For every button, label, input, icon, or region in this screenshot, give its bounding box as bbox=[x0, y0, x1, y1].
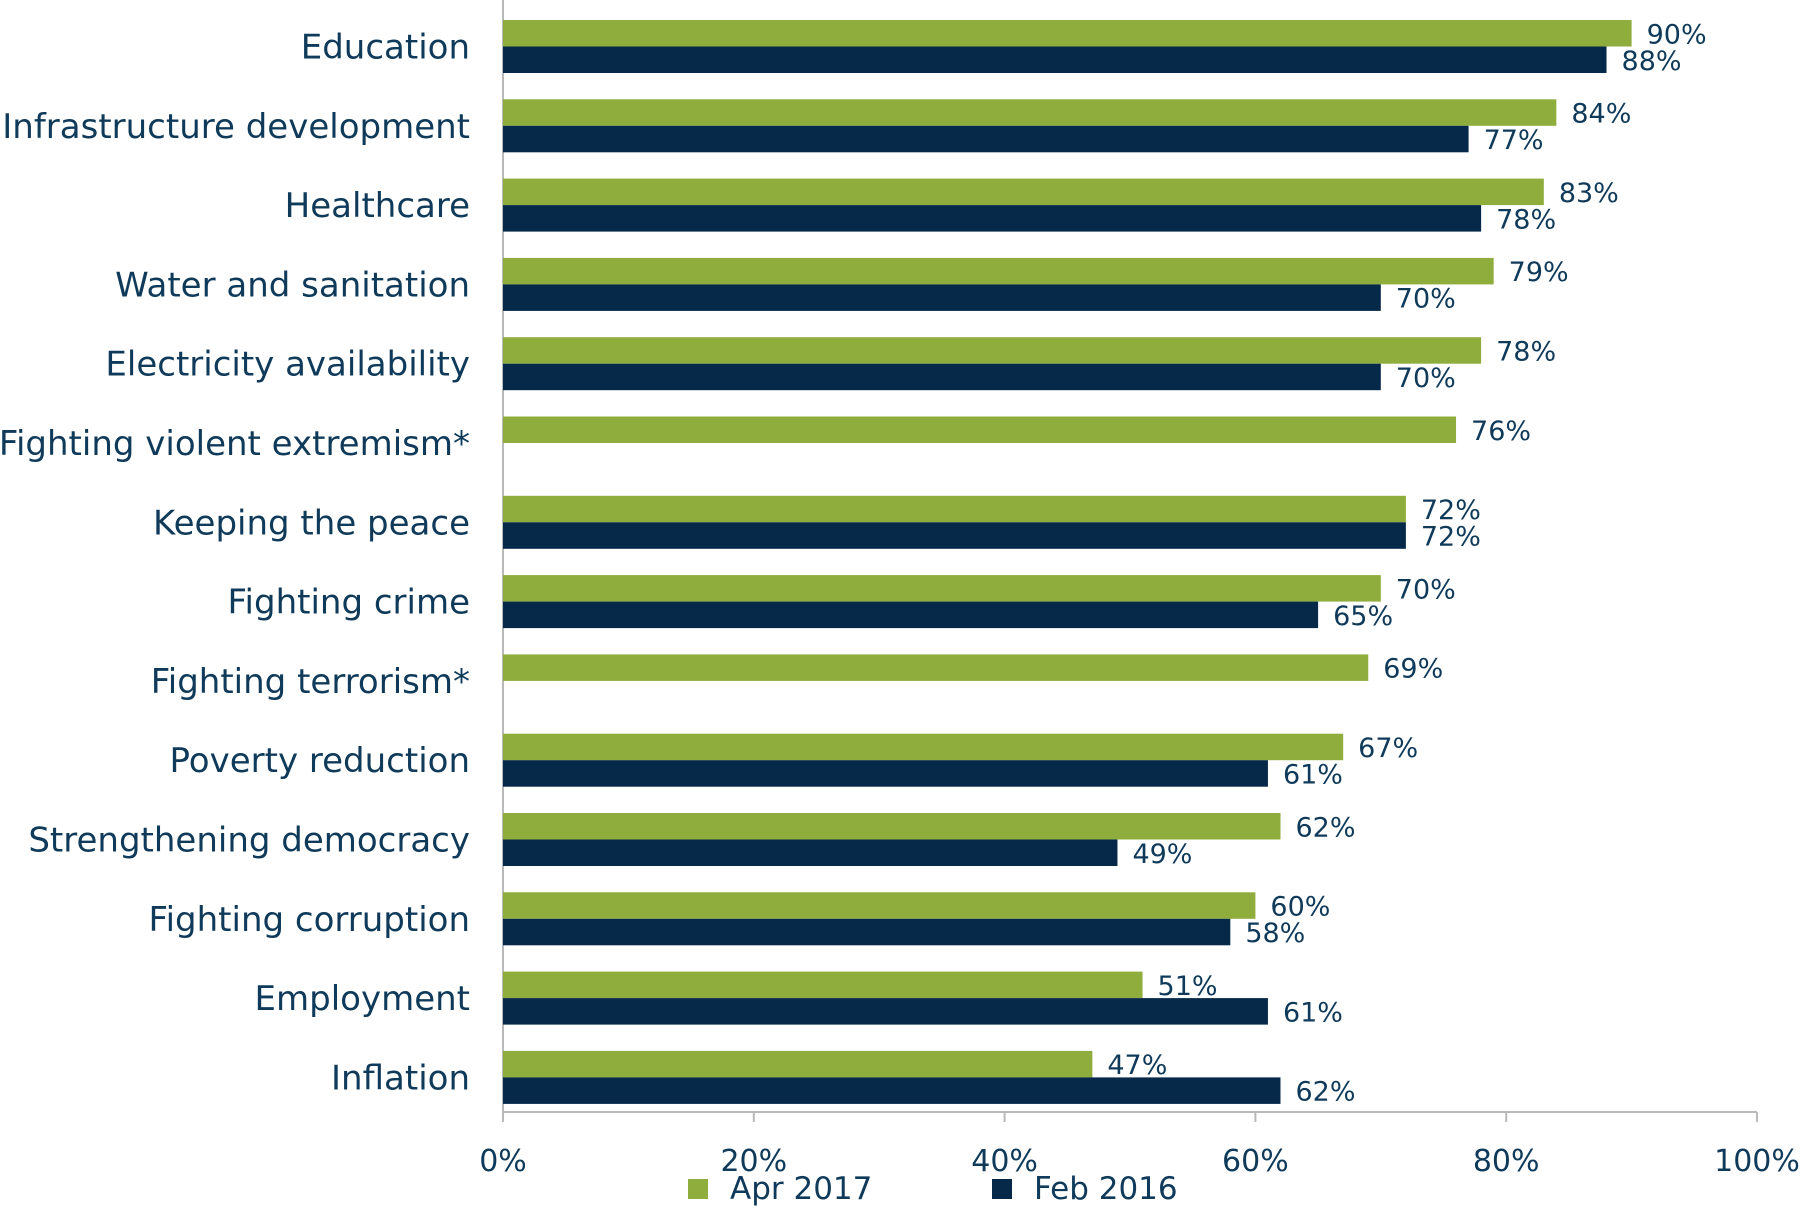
legend-label: Apr 2017 bbox=[730, 1171, 872, 1207]
category-label: Fighting violent extremism* bbox=[0, 424, 470, 464]
bar bbox=[503, 760, 1268, 787]
data-label: 61% bbox=[1283, 759, 1343, 790]
x-tick-label: 0% bbox=[479, 1144, 527, 1179]
data-label: 65% bbox=[1333, 601, 1393, 632]
data-label: 78% bbox=[1496, 204, 1556, 235]
data-label: 58% bbox=[1245, 918, 1305, 949]
data-label: 51% bbox=[1158, 971, 1218, 1002]
data-label: 70% bbox=[1396, 284, 1456, 315]
data-label: 70% bbox=[1396, 363, 1456, 394]
bar bbox=[503, 918, 1231, 946]
bar bbox=[503, 337, 1482, 364]
bar bbox=[503, 733, 1344, 761]
data-label: 84% bbox=[1571, 99, 1631, 130]
data-label: 47% bbox=[1107, 1050, 1167, 1081]
x-tick-label: 60% bbox=[1222, 1144, 1289, 1179]
bar bbox=[503, 998, 1268, 1025]
data-label: 70% bbox=[1396, 574, 1456, 605]
data-label: 83% bbox=[1559, 178, 1619, 209]
bar bbox=[503, 99, 1557, 126]
data-label: 49% bbox=[1132, 839, 1192, 870]
data-label: 62% bbox=[1295, 812, 1355, 843]
bar bbox=[503, 178, 1544, 206]
bar bbox=[503, 363, 1381, 391]
x-tick-label: 100% bbox=[1714, 1144, 1800, 1179]
data-label: 88% bbox=[1622, 46, 1682, 77]
bar bbox=[503, 892, 1256, 919]
bar bbox=[503, 416, 1457, 443]
x-tick-label: 20% bbox=[720, 1144, 787, 1179]
data-label: 72% bbox=[1421, 522, 1481, 553]
bar bbox=[503, 495, 1406, 523]
bar bbox=[503, 654, 1369, 681]
bar bbox=[503, 257, 1494, 285]
legend-label: Feb 2016 bbox=[1034, 1171, 1178, 1207]
bar bbox=[503, 20, 1632, 47]
category-label: Fighting crime bbox=[227, 583, 470, 623]
category-label: Education bbox=[301, 28, 470, 68]
category-label: Fighting terrorism* bbox=[151, 662, 470, 702]
bar bbox=[503, 46, 1607, 73]
data-label: 61% bbox=[1283, 997, 1343, 1028]
data-label: 77% bbox=[1484, 125, 1544, 156]
category-label: Strengthening democracy bbox=[28, 821, 470, 861]
data-label: 72% bbox=[1421, 495, 1481, 526]
bar bbox=[503, 1050, 1093, 1078]
category-label: Infrastructure development bbox=[2, 107, 470, 147]
data-label: 78% bbox=[1496, 336, 1556, 367]
x-tick-label: 40% bbox=[971, 1144, 1038, 1179]
bar bbox=[503, 284, 1381, 311]
data-label: 76% bbox=[1471, 416, 1531, 447]
data-label: 79% bbox=[1509, 257, 1569, 288]
bar bbox=[503, 1077, 1281, 1104]
x-tick-label: 80% bbox=[1473, 1144, 1540, 1179]
legend-swatch bbox=[688, 1179, 708, 1199]
bar bbox=[503, 813, 1281, 840]
category-label: Poverty reduction bbox=[170, 741, 470, 781]
category-label: Fighting corruption bbox=[149, 900, 471, 940]
data-label: 67% bbox=[1358, 733, 1418, 764]
category-label: Water and sanitation bbox=[115, 265, 470, 305]
data-label: 69% bbox=[1383, 654, 1443, 685]
category-label: Employment bbox=[255, 979, 470, 1019]
bar bbox=[503, 205, 1482, 232]
bar bbox=[503, 125, 1469, 153]
bar bbox=[503, 839, 1118, 866]
data-label: 60% bbox=[1270, 892, 1330, 923]
data-label: 90% bbox=[1647, 19, 1707, 50]
category-label: Healthcare bbox=[285, 186, 470, 226]
bar bbox=[503, 575, 1381, 602]
category-label: Electricity availability bbox=[105, 345, 470, 385]
data-label: 62% bbox=[1295, 1077, 1355, 1108]
legend-swatch bbox=[992, 1179, 1012, 1199]
bar bbox=[503, 522, 1406, 549]
category-label: Inflation bbox=[331, 1058, 470, 1098]
bar bbox=[503, 971, 1143, 999]
bar bbox=[503, 601, 1319, 629]
category-label: Keeping the peace bbox=[153, 503, 470, 543]
